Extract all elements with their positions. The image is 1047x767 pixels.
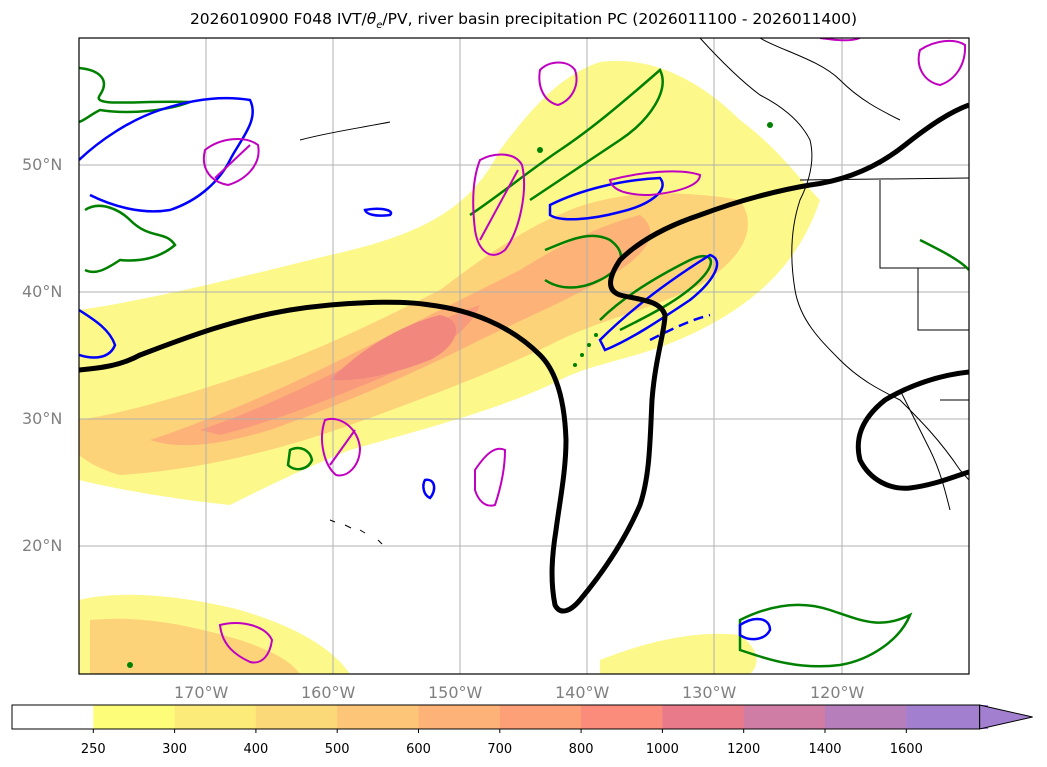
coastlines bbox=[299, 38, 969, 545]
map-area bbox=[79, 38, 969, 674]
precip-magenta-contours bbox=[202, 38, 967, 664]
pv-contour-baja bbox=[855, 369, 969, 491]
map-title: 2026010900 F048 IVT/θe/PV, river basin p… bbox=[189, 10, 858, 32]
colorbar-tick-label: 250 bbox=[80, 742, 106, 757]
colorbar-tick-label: 1600 bbox=[889, 742, 923, 757]
colorbar-segment bbox=[825, 705, 907, 729]
colorbar-segment bbox=[418, 705, 501, 729]
lon-label-160w: 160°W bbox=[301, 683, 356, 702]
magenta-contour-2 bbox=[472, 153, 525, 256]
colorbar-tick-label: 600 bbox=[406, 742, 431, 757]
colorbar-segment bbox=[743, 705, 826, 729]
lat-label-50n: 50°N bbox=[22, 155, 63, 174]
ivt-core-1000 bbox=[330, 315, 457, 381]
blue-contour-small-2 bbox=[422, 478, 436, 500]
pv-contours bbox=[79, 102, 969, 614]
colorbar-tick-label: 500 bbox=[324, 742, 350, 757]
green-contour-e bbox=[599, 254, 712, 332]
magenta-hatch-2 bbox=[479, 169, 519, 241]
ivt-southeast-band bbox=[600, 633, 757, 674]
lon-label-120w: 120°W bbox=[810, 683, 865, 702]
blue-contour-w bbox=[79, 308, 117, 359]
colorbar-segment bbox=[906, 705, 989, 729]
lon-label-130w: 130°W bbox=[682, 683, 737, 702]
colorbar-segment bbox=[93, 705, 176, 729]
colorbar-tick-label: 300 bbox=[162, 742, 187, 757]
lon-label-170w: 170°W bbox=[174, 683, 229, 702]
colorbar-segment bbox=[337, 705, 419, 729]
blue-contour-s bbox=[738, 617, 772, 641]
colorbar-segment bbox=[581, 705, 663, 729]
magenta-contour-5 bbox=[321, 417, 362, 477]
colorbar-extend-arrow bbox=[979, 704, 1033, 730]
colorbar-frame bbox=[11, 704, 981, 730]
state-line-2 bbox=[917, 268, 969, 331]
colorbar-segment bbox=[662, 705, 745, 729]
magenta-hatch-5 bbox=[329, 429, 356, 466]
lat-label-40n: 40°N bbox=[22, 282, 63, 301]
baja-coast bbox=[899, 389, 951, 511]
magenta-contour-7 bbox=[218, 622, 274, 664]
pv-contour-main bbox=[79, 102, 969, 614]
green-contour-sw bbox=[286, 446, 314, 471]
state-line-1 bbox=[879, 180, 969, 269]
colorbar-tick-label: 700 bbox=[487, 742, 513, 757]
lon-label-150w: 150°W bbox=[428, 683, 483, 702]
green-contour-ridge bbox=[469, 67, 664, 217]
green-contour-s bbox=[738, 603, 913, 668]
magenta-contour-1 bbox=[202, 138, 260, 187]
coastal-markers bbox=[127, 122, 773, 668]
lat-label-20n: 20°N bbox=[22, 536, 63, 555]
colorbar-tick-label: 1200 bbox=[727, 742, 761, 757]
colorbar-segment bbox=[174, 705, 257, 729]
colorbar-segment bbox=[255, 705, 338, 729]
magenta-hatch-1 bbox=[214, 144, 251, 179]
north-america-coast bbox=[699, 38, 969, 481]
green-contour-ne bbox=[919, 238, 969, 271]
colorbar-segment bbox=[499, 705, 582, 729]
colorbar-tick-label: 1400 bbox=[808, 742, 842, 757]
colorbar bbox=[11, 704, 1033, 733]
lon-label-140w: 140°W bbox=[555, 683, 610, 702]
blue-contour-small-1 bbox=[363, 207, 393, 217]
blue-contour-nw bbox=[79, 96, 254, 213]
blue-contour-dashed bbox=[649, 313, 711, 342]
theta-e-green-contours bbox=[79, 66, 969, 668]
alaska-coast bbox=[759, 38, 901, 121]
colorbar-tick-label: 1000 bbox=[645, 742, 679, 757]
colorbar-tick-label: 800 bbox=[568, 742, 594, 757]
colorbar-segment bbox=[12, 705, 94, 729]
hawaii-islands bbox=[329, 519, 383, 545]
magenta-contour-6 bbox=[474, 447, 507, 507]
map-frame bbox=[78, 37, 970, 675]
magenta-contour-3 bbox=[538, 61, 578, 107]
aleutians bbox=[299, 121, 391, 141]
green-contour-w bbox=[84, 204, 177, 274]
magenta-contour-4 bbox=[608, 170, 702, 197]
magenta-contour-8 bbox=[917, 39, 967, 87]
colorbar-tick-label: 400 bbox=[243, 742, 269, 757]
lat-label-30n: 30°N bbox=[22, 409, 63, 428]
